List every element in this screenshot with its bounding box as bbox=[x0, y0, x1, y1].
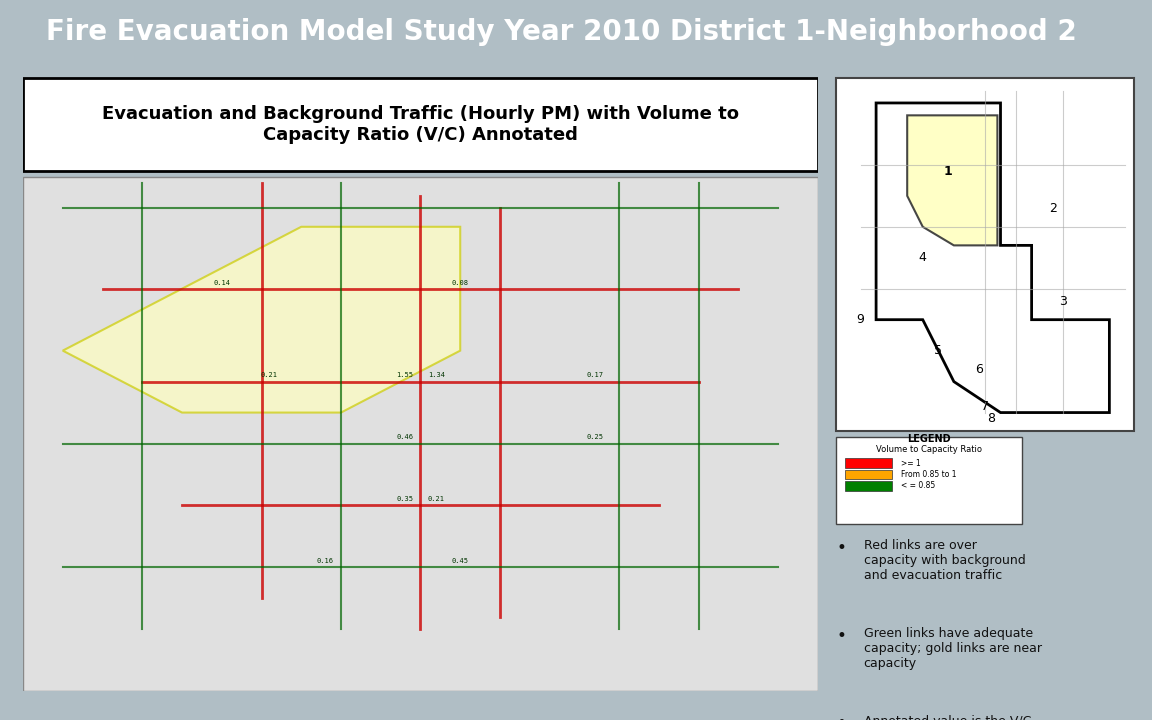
Text: LEGEND: LEGEND bbox=[907, 433, 950, 444]
Polygon shape bbox=[62, 227, 461, 413]
Text: From 0.85 to 1: From 0.85 to 1 bbox=[901, 470, 956, 479]
Text: 0.25: 0.25 bbox=[586, 434, 604, 441]
Text: 0.21: 0.21 bbox=[427, 496, 445, 503]
Text: 3: 3 bbox=[1059, 294, 1067, 307]
FancyBboxPatch shape bbox=[835, 78, 1135, 431]
Text: 7: 7 bbox=[982, 400, 988, 413]
Text: Evacuation and Background Traffic (Hourly PM) with Volume to
Capacity Ratio (V/C: Evacuation and Background Traffic (Hourl… bbox=[103, 105, 738, 144]
FancyBboxPatch shape bbox=[844, 481, 892, 490]
Text: •: • bbox=[838, 539, 847, 557]
Text: 0.14: 0.14 bbox=[213, 279, 230, 286]
FancyBboxPatch shape bbox=[844, 459, 892, 468]
FancyBboxPatch shape bbox=[835, 437, 1022, 524]
Text: Annotated value is the V/C
ratio for the combined
directional link traffic volum: Annotated value is the V/C ratio for the… bbox=[864, 714, 1047, 720]
FancyBboxPatch shape bbox=[23, 78, 818, 171]
Text: 0.35: 0.35 bbox=[396, 496, 414, 503]
Polygon shape bbox=[907, 115, 998, 246]
Text: < = 0.85: < = 0.85 bbox=[901, 481, 935, 490]
FancyBboxPatch shape bbox=[844, 469, 892, 480]
Text: 5: 5 bbox=[934, 344, 942, 357]
Text: 0.16: 0.16 bbox=[317, 558, 334, 564]
Text: 1.55: 1.55 bbox=[396, 372, 414, 379]
Text: Green links have adequate
capacity; gold links are near
capacity: Green links have adequate capacity; gold… bbox=[864, 627, 1041, 670]
Text: 0.21: 0.21 bbox=[262, 372, 278, 379]
Text: 9: 9 bbox=[857, 313, 864, 326]
Text: >= 1: >= 1 bbox=[901, 459, 920, 468]
Text: 6: 6 bbox=[975, 363, 983, 376]
Text: •: • bbox=[838, 714, 847, 720]
Text: Red links are over
capacity with background
and evacuation traffic: Red links are over capacity with backgro… bbox=[864, 539, 1025, 582]
Text: Volume to Capacity Ratio: Volume to Capacity Ratio bbox=[876, 445, 982, 454]
Text: 1: 1 bbox=[943, 165, 952, 178]
Text: 0.17: 0.17 bbox=[586, 372, 604, 379]
Text: 1.34: 1.34 bbox=[427, 372, 445, 379]
Text: 2: 2 bbox=[1049, 202, 1058, 215]
Text: Fire Evacuation Model Study Year 2010 District 1-Neighborhood 2: Fire Evacuation Model Study Year 2010 Di… bbox=[46, 19, 1077, 46]
FancyBboxPatch shape bbox=[23, 177, 818, 691]
Text: 8: 8 bbox=[987, 413, 995, 426]
Text: •: • bbox=[838, 627, 847, 645]
FancyBboxPatch shape bbox=[829, 530, 1140, 691]
Text: 0.08: 0.08 bbox=[452, 279, 469, 286]
Text: 0.45: 0.45 bbox=[452, 558, 469, 564]
Text: 4: 4 bbox=[919, 251, 926, 264]
Text: 0.46: 0.46 bbox=[396, 434, 414, 441]
